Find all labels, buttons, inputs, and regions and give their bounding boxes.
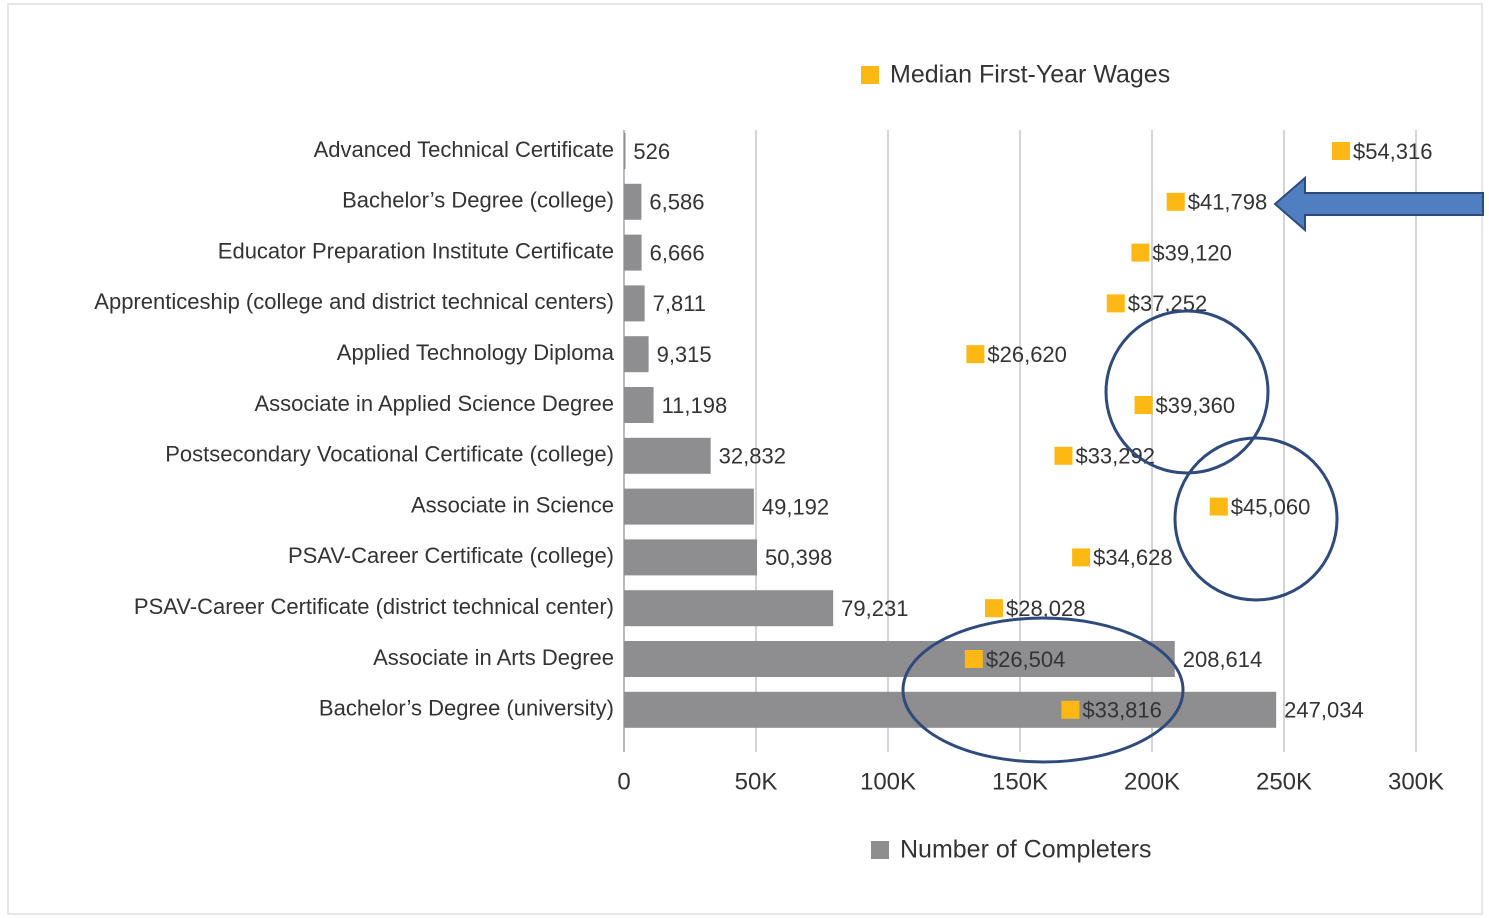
wage-label: $26,504 [986,647,1066,672]
value-label: 6,586 [649,190,704,215]
wage-label: $39,120 [1152,240,1232,265]
x-tick-label: 0 [617,768,630,795]
x-tick-label: 100K [860,768,916,795]
y-tick-label: Educator Preparation Institute Certifica… [218,238,614,263]
legend-swatch [861,66,879,84]
wage-marker [1209,497,1228,516]
wage-marker [964,650,983,668]
wage-marker [1072,548,1091,567]
chart-frame [7,3,1483,915]
legend-label: Median First-Year Wages [890,61,1170,89]
highlight-circle [1173,436,1339,602]
wage-marker [966,345,985,364]
wage-marker [1166,192,1185,211]
y-tick-label: Bachelor’s Degree (university) [319,696,614,721]
bar [624,437,711,474]
value-label: 208,614 [1183,647,1263,672]
highlight-circle [1104,309,1270,475]
y-tick-label: Postsecondary Vocational Certificate (co… [165,442,614,467]
wage-marker [1131,243,1150,262]
value-label: 9,315 [657,342,712,367]
bar [624,488,754,525]
value-label: 7,811 [653,291,706,316]
value-label: 49,192 [762,494,829,519]
value-label: 79,231 [841,596,908,621]
y-tick-label: Associate in Applied Science Degree [254,391,614,416]
value-label: 526 [633,139,670,164]
value-label: 50,398 [765,545,832,570]
bar [624,387,654,423]
wage-marker [1054,446,1073,465]
legend-swatch [871,841,889,859]
x-tick-label: 250K [1256,768,1312,795]
wage-label: $54,316 [1353,139,1433,164]
wage-marker [1061,700,1080,719]
y-tick-label: PSAV-Career Certificate (district techni… [134,594,614,619]
wage-marker [1331,142,1350,160]
bar [624,590,834,627]
x-tick-label: 50K [735,768,778,795]
y-tick-label: Applied Technology Diploma [337,340,615,365]
wage-marker [1106,294,1125,313]
wage-label: $33,292 [1075,444,1155,469]
x-tick-label: 200K [1124,768,1180,795]
bar [624,641,1175,677]
wage-label: $26,620 [987,342,1067,367]
bar [624,133,626,169]
bar [624,336,649,373]
value-label: 6,666 [650,240,705,265]
y-tick-label: PSAV-Career Certificate (college) [288,543,614,568]
y-tick-label: Associate in Arts Degree [373,645,614,670]
bar [624,285,645,322]
wage-label: $33,816 [1082,698,1162,723]
bar [624,183,642,220]
bar [624,234,642,271]
wage-label: $45,060 [1231,494,1311,519]
y-tick-label: Advanced Technical Certificate [314,137,614,162]
y-tick-label: Associate in Science [411,492,614,517]
x-tick-label: 150K [992,768,1048,795]
y-tick-label: Apprenticeship (college and district tec… [94,289,614,314]
legend-label: Number of Completers [900,836,1151,864]
x-tick-label: 300K [1388,768,1444,795]
wage-label: $34,628 [1093,545,1173,570]
y-tick-label: Bachelor’s Degree (college) [342,188,614,213]
highlight-ellipse [901,616,1185,764]
wage-marker [984,599,1003,618]
bar [624,539,758,576]
annotations [901,175,1484,764]
highlight-arrow [1273,175,1484,233]
wage-label: $39,360 [1156,393,1236,418]
wage-marker [1134,396,1153,414]
value-label: 247,034 [1284,698,1364,723]
wage-label: $41,798 [1188,190,1268,215]
value-label: 11,198 [662,393,728,418]
value-label: 32,832 [719,444,786,469]
